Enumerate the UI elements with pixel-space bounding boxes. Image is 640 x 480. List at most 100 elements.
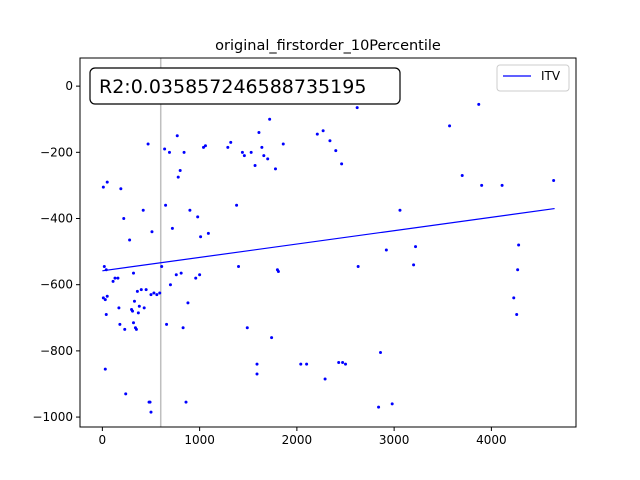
scatter-point	[182, 150, 186, 154]
legend: ITV	[496, 64, 570, 92]
scatter-point	[203, 144, 207, 148]
scatter-point	[174, 273, 178, 277]
x-tick-label: 4000	[476, 433, 507, 447]
scatter-point	[131, 321, 135, 325]
scatter-point	[199, 235, 203, 239]
scatter-point	[179, 271, 183, 275]
scatter-point	[150, 230, 154, 234]
scatter-point	[305, 362, 309, 366]
scatter-point	[188, 208, 192, 212]
x-tick-label: 1000	[184, 433, 215, 447]
scatter-points-layer	[101, 102, 556, 414]
scatter-point	[257, 130, 261, 134]
scatter-point	[104, 312, 108, 316]
scatter-point	[116, 276, 120, 280]
scatter-point	[240, 150, 244, 154]
scatter-point	[356, 264, 360, 268]
scatter-point	[131, 309, 135, 313]
scatter-point	[477, 102, 481, 106]
scatter-point	[170, 226, 174, 230]
scatter-point	[186, 301, 190, 305]
scatter-point	[398, 208, 402, 212]
chart-title: original_firstorder_10Percentile	[215, 38, 441, 54]
scatter-point	[152, 291, 156, 295]
scatter-point	[260, 145, 264, 149]
annotation-box	[89, 67, 401, 105]
scatter-point	[122, 217, 126, 221]
scatter-point	[123, 327, 127, 331]
scatter-point	[160, 264, 164, 268]
scatter-point	[119, 187, 123, 191]
scatter-point	[334, 149, 338, 153]
scatter-point	[184, 400, 188, 404]
scatter-point	[226, 145, 230, 149]
scatter-point	[270, 336, 274, 340]
scatter-point	[512, 296, 516, 300]
fit-line-layer	[102, 207, 555, 272]
scatter-point	[337, 360, 341, 364]
y-tick-label: 0	[65, 79, 73, 93]
scatter-point	[117, 306, 121, 310]
scatter-point	[517, 243, 521, 247]
scatter-point	[137, 304, 141, 308]
scatter-point	[448, 124, 452, 128]
scatter-point	[379, 351, 383, 355]
scatter-point	[516, 268, 520, 272]
scatter-point	[165, 322, 169, 326]
scatter-point	[268, 117, 272, 121]
scatter-point	[460, 173, 464, 177]
scatter-point	[105, 180, 109, 184]
scatter-point	[104, 268, 108, 272]
scatter-point	[163, 147, 167, 151]
scatter-point	[146, 142, 150, 146]
scatter-point	[118, 322, 122, 326]
scatter-point	[262, 154, 266, 158]
scatter-point	[328, 139, 332, 143]
scatter-point	[235, 203, 239, 207]
scatter-point	[181, 326, 185, 330]
scatter-point	[139, 288, 143, 292]
scatter-point	[128, 238, 132, 242]
x-tick-label: 3000	[379, 433, 410, 447]
scatter-point	[164, 203, 168, 207]
x-tick-label: 0	[99, 433, 107, 447]
scatter-point	[194, 276, 198, 280]
y-tick-label: −400	[40, 212, 73, 226]
scatter-point	[101, 296, 105, 300]
scatter-point	[176, 175, 180, 179]
scatter-point	[242, 154, 246, 158]
scatter-point	[229, 140, 233, 144]
scatter-point	[340, 162, 344, 166]
scatter-point	[341, 360, 345, 364]
y-tick-label: −600	[40, 278, 73, 292]
scatter-point	[315, 132, 319, 136]
scatter-point	[480, 183, 484, 187]
scatter-point	[237, 264, 241, 268]
scatter-point	[178, 169, 182, 173]
scatter-point	[144, 288, 148, 292]
scatter-point	[249, 150, 253, 154]
scatter-point	[245, 326, 249, 330]
scatter-point	[149, 293, 153, 297]
scatter-point	[253, 164, 257, 168]
scatter-point	[321, 129, 325, 133]
scatter-point	[299, 362, 303, 366]
axes-frame	[79, 57, 577, 428]
scatter-point	[355, 106, 359, 110]
scatter-point	[131, 271, 135, 275]
scatter-point	[142, 306, 146, 310]
scatter-point	[132, 299, 136, 303]
scatter-point	[273, 167, 277, 171]
r2-annotation: R2:0.035857246588735195	[89, 67, 401, 105]
itv-fit-line	[102, 207, 555, 272]
scatter-point	[198, 273, 202, 277]
scatter-point	[136, 311, 140, 315]
scatter-point	[281, 142, 285, 146]
scatter-point	[158, 291, 162, 295]
scatter-point	[155, 293, 159, 297]
scatter-point	[255, 372, 259, 376]
scatter-point	[552, 178, 556, 182]
scatter-point	[111, 279, 115, 283]
scatter-point	[101, 185, 105, 189]
